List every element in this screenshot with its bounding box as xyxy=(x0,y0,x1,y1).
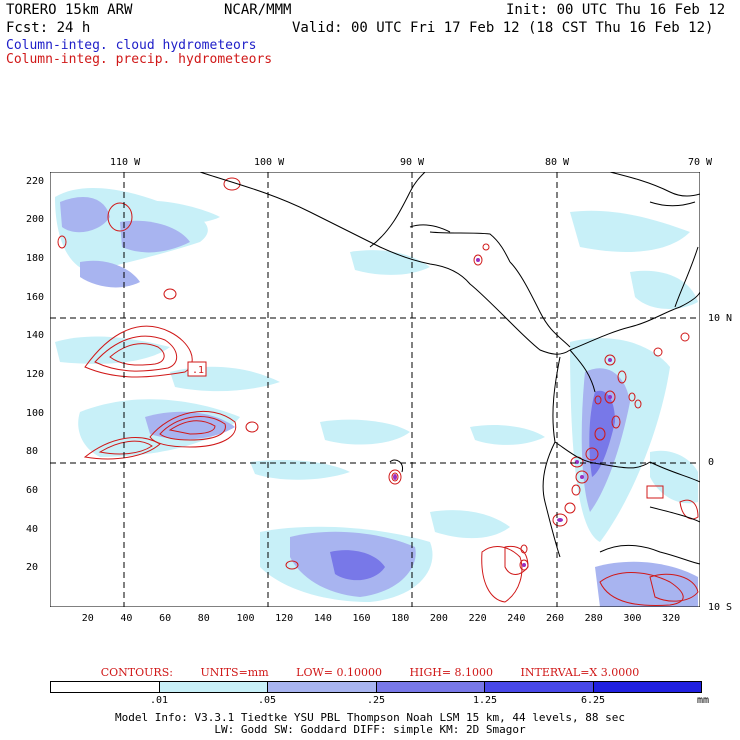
lon-label-70w: 70 W xyxy=(688,157,713,168)
grid-y-label: 200 xyxy=(26,214,45,226)
valid-time: Valid: 00 UTC Fri 17 Feb 12 (18 CST Thu … xyxy=(292,20,714,36)
grid-x-label: 80 xyxy=(197,613,210,624)
grid-x-label: 60 xyxy=(159,613,172,624)
grid-y-label: 120 xyxy=(26,369,45,380)
grid-y-label: 180 xyxy=(26,253,45,264)
grid-x-label: 240 xyxy=(507,613,526,624)
lat-label-0: 0 xyxy=(708,457,715,468)
grid-x-label: 160 xyxy=(352,613,371,624)
coastlines xyxy=(199,172,700,565)
colorbar-label-01: .01 xyxy=(149,695,169,706)
colorbar-label-05: .05 xyxy=(257,695,277,706)
grid-y-label: 20 xyxy=(26,562,39,574)
contours-units: UNITS=mm xyxy=(200,666,269,679)
precip-cores xyxy=(393,258,612,567)
grid-x-label: 20 xyxy=(81,613,94,624)
grid-y-label: 220 xyxy=(26,175,45,187)
colorbar-label-125: 1.25 xyxy=(472,695,498,706)
lat-label-10s: 10 S xyxy=(708,602,733,613)
forecast-hour: Fcst: 24 h xyxy=(6,20,91,36)
contours-info: CONTOURS: UNITS=mm LOW= 0.10000 HIGH= 8.… xyxy=(0,666,740,679)
grid-x-label: 120 xyxy=(275,613,294,624)
colorbar-label-25: .25 xyxy=(366,695,386,706)
colorbar-unit: mm xyxy=(696,695,710,706)
lon-label-110w: 110 W xyxy=(110,157,141,168)
colorbar xyxy=(50,681,702,693)
lon-label-100w: 100 W xyxy=(254,157,285,168)
lon-label-90w: 90 W xyxy=(400,157,425,168)
grid-y-label: 40 xyxy=(26,523,39,535)
grid-y-label: 80 xyxy=(26,446,39,458)
org-label: NCAR/MMM xyxy=(224,2,292,18)
contour-value-label: .1 xyxy=(192,365,204,376)
contours-title: CONTOURS: xyxy=(100,666,173,679)
grid-x-label: 280 xyxy=(584,613,603,624)
colorbar-segment xyxy=(485,682,594,692)
grid-y-label: 160 xyxy=(26,291,45,303)
colorbar-segment xyxy=(159,682,268,692)
colorbar-segment xyxy=(268,682,377,692)
grid-x-label: 200 xyxy=(429,613,448,624)
grid-y-label: 100 xyxy=(26,407,45,419)
colorbar-segment xyxy=(593,682,701,692)
model-title: TORERO 15km ARW xyxy=(6,2,133,18)
map-plot: .1 xyxy=(50,172,700,607)
grid-x-label: 220 xyxy=(468,613,487,624)
latlon-grid xyxy=(50,172,700,607)
grid-x-label: 320 xyxy=(662,613,681,624)
model-info-line2: LW: Godd SW: Goddard DIFF: simple KM: 2D… xyxy=(214,723,526,736)
precip-contours xyxy=(57,177,699,606)
grid-y-label: 60 xyxy=(26,485,39,496)
grid-x-label: 180 xyxy=(391,613,410,624)
field-precip-label: Column-integ. precip. hydrometeors xyxy=(6,52,273,67)
contour-value-box xyxy=(187,361,207,377)
init-time: Init: 00 UTC Thu 16 Feb 12 xyxy=(506,2,726,18)
contour-marker-box xyxy=(646,485,664,499)
colorbar-label-625: 6.25 xyxy=(580,695,606,706)
grid-x-label: 300 xyxy=(623,613,642,624)
grid-x-label: 100 xyxy=(236,613,255,624)
grid-x-label: 40 xyxy=(120,613,133,624)
contours-interval: INTERVAL=X 3.0000 xyxy=(520,666,640,679)
lat-label-10n: 10 N xyxy=(708,313,733,324)
cloud-shading xyxy=(55,187,698,607)
lon-label-80w: 80 W xyxy=(545,157,570,168)
colorbar-segment xyxy=(51,682,160,692)
contours-high: HIGH= 8.1000 xyxy=(409,666,494,679)
model-info-line1: Model Info: V3.3.1 Tiedtke YSU PBL Thomp… xyxy=(115,711,625,724)
field-cloud-label: Column-integ. cloud hydrometeors xyxy=(6,38,257,53)
colorbar-segment xyxy=(376,682,485,692)
grid-x-label: 260 xyxy=(545,613,565,624)
grid-y-label: 140 xyxy=(26,330,45,342)
grid-x-label: 140 xyxy=(313,613,332,624)
contours-low: LOW= 0.10000 xyxy=(296,666,382,679)
